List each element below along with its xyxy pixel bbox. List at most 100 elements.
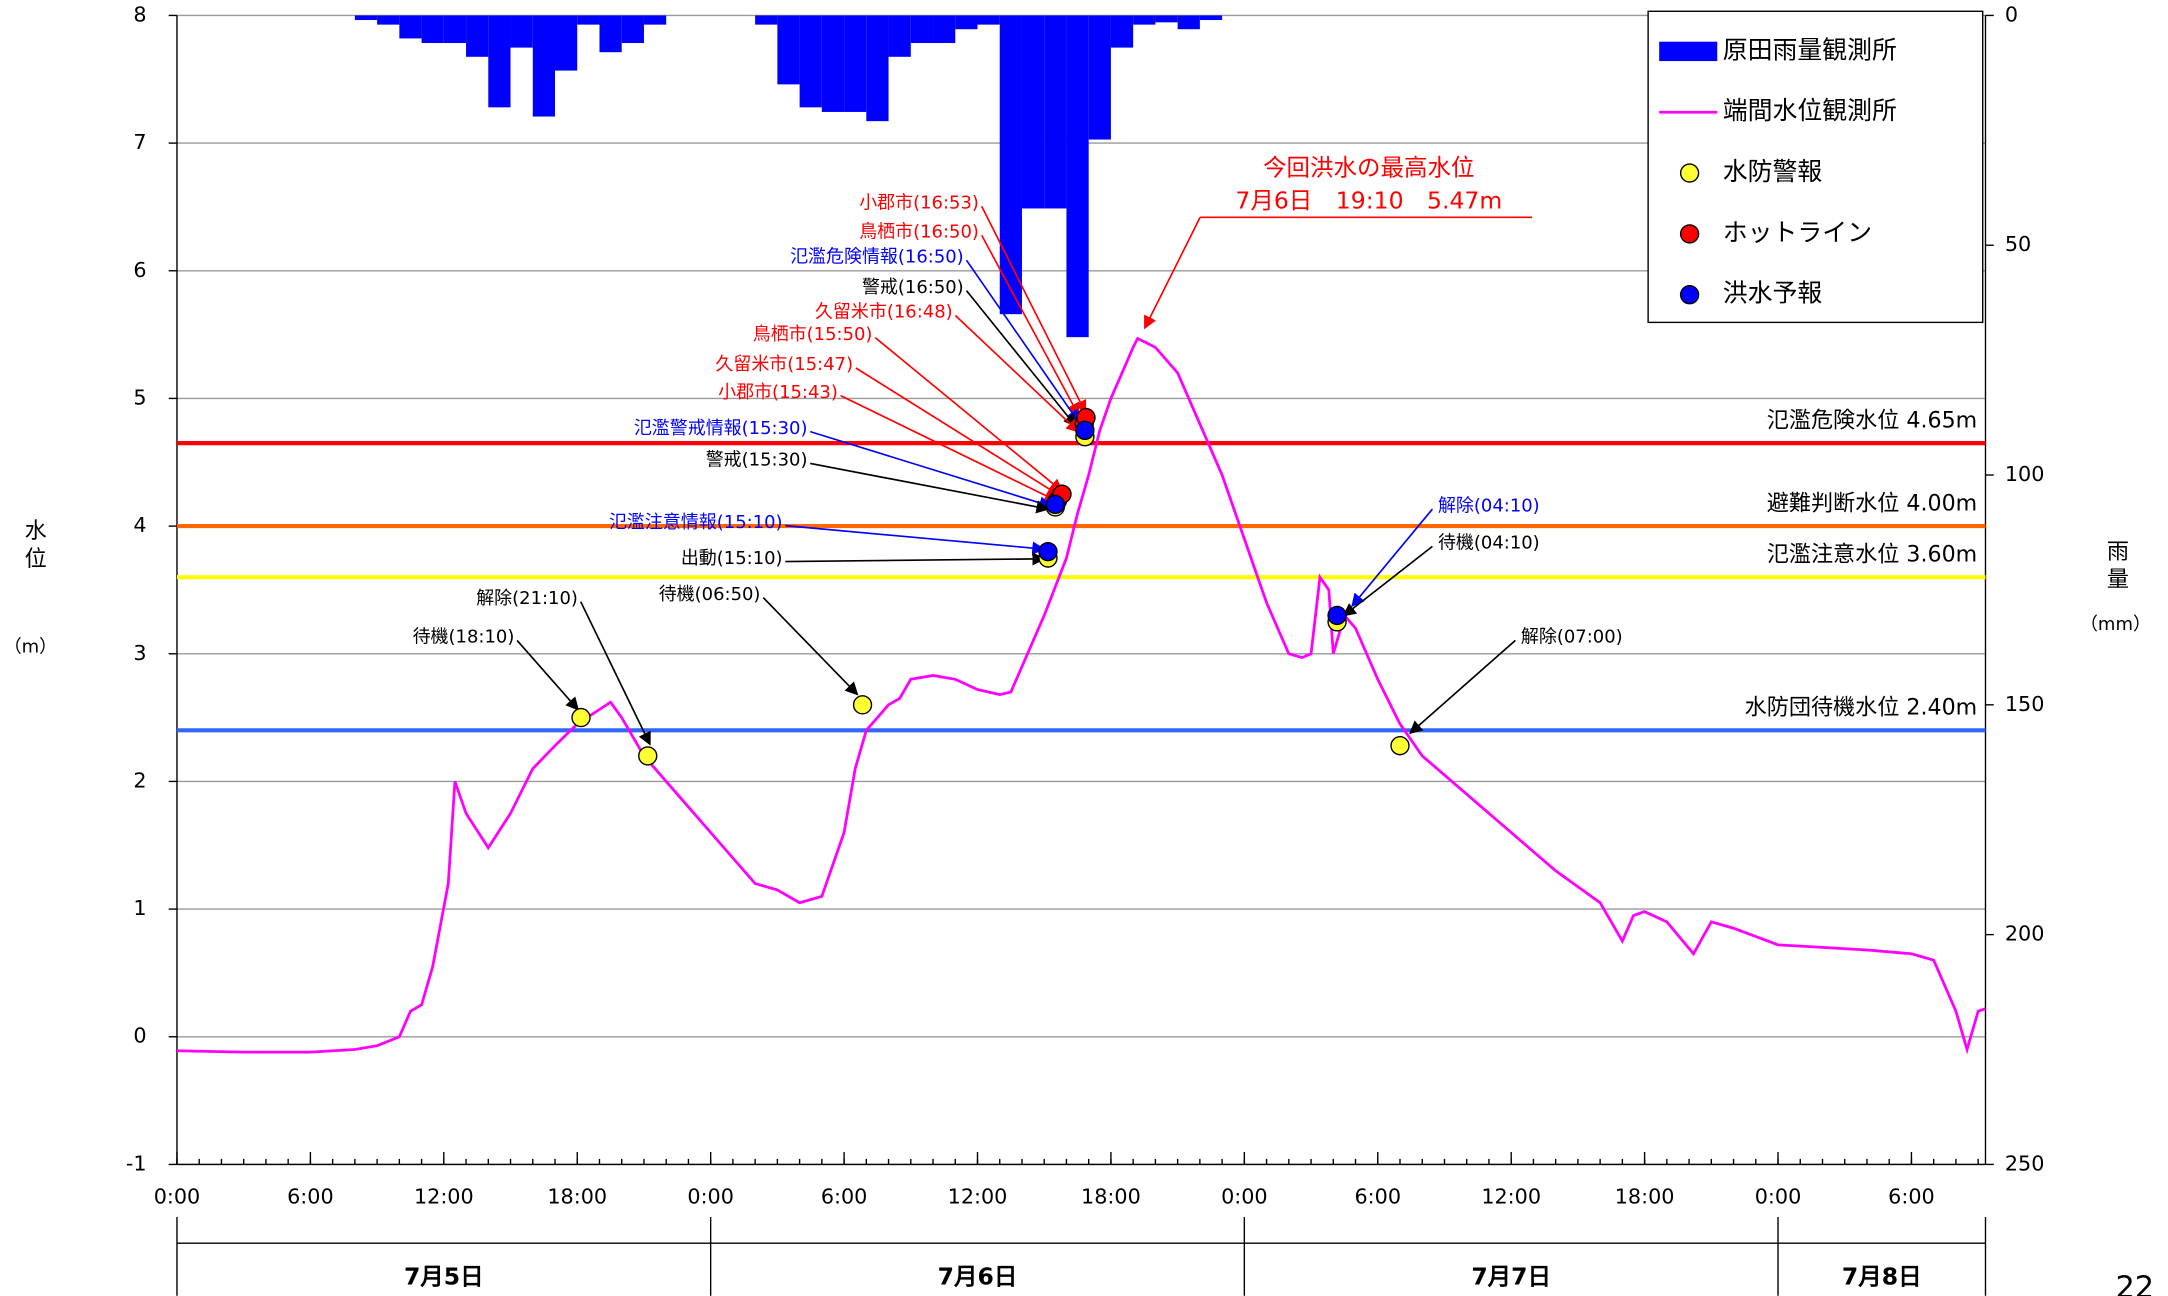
annotation-arrow: [954, 314, 1080, 433]
legend-swatch: [1679, 163, 1700, 183]
rain-bar: [888, 15, 911, 57]
rain-bar: [443, 15, 467, 44]
x-tick-label: 18:00: [1615, 1185, 1675, 1209]
annotation: 出動(15:10): [681, 548, 783, 569]
annotation-arrow: [1409, 639, 1516, 735]
annotation: 鳥栖市(15:50): [753, 324, 873, 345]
rain-bar: [777, 15, 800, 85]
rain-bar: [955, 15, 978, 30]
annotation-arrow: [809, 430, 1053, 510]
annotation: 待機(06:50): [659, 584, 761, 605]
annotation: 小郡市(15:43): [718, 382, 838, 403]
alert-marker: [1038, 541, 1058, 562]
reference-label: 避難判断水位 4.00m: [1767, 490, 1977, 516]
rain-bar: [532, 15, 556, 117]
x-tick-label: 0:00: [1221, 1185, 1268, 1209]
rain-bar: [1199, 15, 1223, 21]
y2-axis-unit: （mm）: [2080, 614, 2151, 635]
rain-bar: [799, 15, 822, 108]
annotation-arrow: [785, 524, 1046, 555]
y-tick-label: 6: [133, 258, 146, 282]
legend-label: 原田雨量観測所: [1723, 35, 1897, 64]
rain-bar: [1177, 15, 1200, 30]
rain-bar: [1021, 15, 1045, 209]
page-number: 22: [2115, 1270, 2154, 1296]
annotation: 解除(04:10): [1438, 495, 1540, 516]
annotation-arrow: [785, 552, 1046, 566]
y2-axis-label: 雨量: [2103, 539, 2129, 594]
rain-bar: [1155, 15, 1178, 23]
annotation-arrow: [855, 367, 1061, 497]
rain-bar: [510, 15, 533, 48]
reference-label: 水防団待機水位 2.40m: [1745, 695, 1978, 721]
annotation-arrow: [1351, 508, 1434, 608]
rain-bar: [599, 15, 622, 53]
annotation-arrow: [579, 601, 651, 746]
rain-bar: [377, 15, 400, 25]
x-tick-label: 18:00: [547, 1185, 607, 1209]
legend-swatch: [1679, 285, 1700, 305]
x-tick-label: 12:00: [948, 1185, 1008, 1209]
x-tick-label: 0:00: [687, 1185, 734, 1209]
annotation: 待機(18:10): [413, 627, 515, 648]
legend-swatch: [1679, 224, 1700, 244]
x-tick-label: 12:00: [1481, 1185, 1541, 1209]
y2-tick-label: 0: [2005, 2, 2018, 26]
y2-tick-label: 50: [2005, 232, 2031, 256]
rain-bar: [577, 15, 600, 25]
rain-bar: [555, 15, 578, 71]
rain-bar: [643, 15, 667, 25]
x-tick-label: 6:00: [821, 1185, 868, 1209]
alert-marker: [1075, 420, 1095, 441]
rain-bar: [755, 15, 778, 25]
legend-label: ホットライン: [1723, 218, 1872, 247]
x-tick-label: 6:00: [287, 1185, 334, 1209]
peak-note: 7月6日 19:10 5.47m: [1235, 187, 1502, 215]
alert-marker: [1390, 736, 1410, 756]
annotation-arrow: [980, 205, 1087, 414]
legend-box: [1647, 10, 1984, 324]
day-label: 7月8日: [1842, 1262, 1922, 1290]
rain-bar: [999, 15, 1022, 315]
day-label: 7月5日: [404, 1262, 484, 1290]
annotation-arrow: [980, 234, 1080, 417]
annotation: 解除(07:00): [1521, 627, 1623, 648]
x-tick-label: 12:00: [414, 1185, 474, 1209]
alert-marker: [638, 746, 658, 766]
y-tick-label: 0: [133, 1024, 146, 1048]
y2-tick-label: 100: [2005, 462, 2045, 486]
y2-tick-label: 200: [2005, 922, 2045, 946]
y-tick-label: 4: [133, 513, 146, 537]
rain-bar: [821, 15, 845, 112]
day-label: 7月7日: [1471, 1262, 1551, 1290]
annotation-arrow: [840, 394, 1058, 502]
alert-marker: [852, 695, 873, 715]
day-label: 7月6日: [938, 1262, 1018, 1290]
alert-marker: [1327, 605, 1347, 626]
annotation-arrow: [1342, 545, 1433, 617]
rain-bar: [421, 15, 444, 44]
rain-bar: [1066, 15, 1089, 338]
rain-bar: [354, 15, 378, 21]
legend-label: 水防警報: [1723, 157, 1823, 186]
rain-bar: [1044, 15, 1067, 209]
rain-bar: [977, 15, 1000, 25]
annotation-arrow: [874, 336, 1064, 493]
y2-tick-label: 150: [2005, 692, 2045, 716]
x-tick-label: 0:00: [1755, 1185, 1802, 1209]
reference-label: 氾濫危険水位 4.65m: [1767, 407, 1977, 433]
annotation: 鳥栖市(16:50): [859, 222, 979, 243]
rain-bar: [844, 15, 867, 112]
legend-label: 端間水位観測所: [1723, 96, 1897, 125]
annotation: 待機(04:10): [1438, 533, 1540, 554]
rain-bar: [933, 15, 956, 44]
annotation: 氾濫危険情報(16:50): [790, 246, 964, 267]
annotation: 警戒(16:50): [862, 277, 964, 298]
annotation: 氾濫警戒情報(15:30): [634, 418, 808, 439]
annotation-arrow: [965, 290, 1077, 428]
x-tick-label: 18:00: [1081, 1185, 1141, 1209]
annotation: 久留米市(16:48): [815, 302, 953, 323]
annotation: 警戒(15:30): [706, 450, 808, 471]
